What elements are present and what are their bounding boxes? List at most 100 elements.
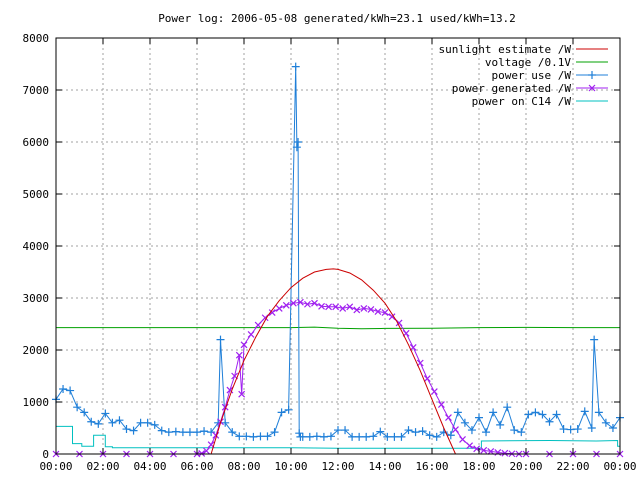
data-point (207, 428, 216, 437)
x-tick-label: 16:00 (415, 460, 448, 473)
data-point (503, 403, 512, 412)
data-point (334, 426, 342, 435)
legend-marker (588, 84, 596, 92)
data-point (480, 446, 488, 454)
data-point (524, 410, 533, 419)
data-point (341, 426, 350, 435)
data-point (319, 432, 328, 441)
data-point (277, 408, 286, 417)
data-point (228, 428, 237, 437)
data-point (517, 428, 526, 437)
x-tick-label: 02:00 (86, 460, 119, 473)
data-point (496, 420, 505, 429)
legend-label: power on C14 /W (472, 95, 572, 108)
data-point (157, 426, 166, 435)
data-point (418, 427, 427, 436)
y-tick-label: 6000 (23, 136, 50, 149)
data-point (432, 432, 441, 441)
series-1 (56, 326, 620, 330)
data-point (531, 408, 540, 417)
data-point (150, 420, 159, 429)
data-point (538, 410, 547, 419)
data-point (437, 401, 445, 409)
data-point (545, 417, 554, 426)
data-point (249, 432, 258, 441)
data-point (459, 436, 466, 443)
data-point (439, 428, 448, 437)
data-point (404, 426, 413, 435)
data-point (185, 428, 194, 437)
axes: 0 1000 2000 3000 4000 5000 6000 7000 8000 00:00 02… (23, 32, 637, 473)
data-point (202, 447, 210, 455)
data-point (289, 299, 297, 307)
data-point (312, 432, 321, 441)
data-point (346, 303, 354, 311)
data-point (294, 138, 303, 146)
y-tick-label: 2000 (23, 344, 50, 357)
data-point (101, 409, 110, 418)
data-point (295, 429, 304, 438)
data-point (108, 418, 117, 427)
data-point (226, 386, 234, 394)
data-point (216, 335, 225, 344)
data-point (430, 388, 438, 396)
x-tick-label: 06:00 (180, 460, 213, 473)
data-point (292, 143, 301, 152)
data-point (284, 405, 293, 414)
data-point (200, 427, 209, 436)
data-point (362, 432, 371, 441)
x-tick-label: 18:00 (462, 460, 495, 473)
data-point (247, 330, 255, 338)
data-point (369, 432, 378, 441)
data-point (374, 308, 382, 315)
grid (56, 38, 620, 454)
data-point (580, 407, 589, 416)
data-point (164, 428, 173, 437)
data-point (193, 428, 201, 437)
data-point (446, 431, 455, 440)
x-tick-label: 00:00 (39, 460, 72, 473)
data-point (381, 309, 389, 316)
legend-label: voltage /0.1V (485, 56, 571, 69)
data-point (311, 299, 318, 307)
data-point (573, 425, 582, 434)
data-point (221, 418, 230, 427)
x-tick-label: 20:00 (509, 460, 542, 473)
data-point (254, 321, 262, 329)
data-point (489, 408, 498, 417)
y-tick-label: 7000 (23, 84, 50, 97)
data-point (296, 298, 304, 306)
data-point (360, 304, 368, 312)
data-point (115, 416, 124, 425)
data-point (594, 408, 603, 417)
data-point (326, 432, 335, 441)
x-tick-label: 12:00 (321, 460, 354, 473)
legend-marker (588, 71, 596, 79)
x-tick-label: 04:00 (133, 460, 166, 473)
data-point (475, 413, 483, 422)
data-point (270, 428, 279, 437)
data-point (235, 351, 243, 359)
data-point (566, 425, 575, 434)
data-point (467, 426, 476, 435)
data-point (256, 432, 265, 441)
data-point (73, 403, 82, 412)
data-point (397, 432, 406, 441)
y-tick-label: 4000 (23, 240, 50, 253)
data-point (87, 417, 96, 426)
legend-label: power generated /W (452, 82, 572, 95)
data-point (487, 447, 495, 455)
data-point (390, 432, 399, 441)
data-point (339, 304, 347, 312)
series-line (56, 425, 620, 449)
data-point (268, 309, 276, 316)
data-point (348, 432, 357, 441)
x-tick-label: 10:00 (274, 460, 307, 473)
series-line (56, 326, 620, 330)
x-tick-label: 22:00 (556, 460, 589, 473)
data-point (136, 418, 145, 427)
series-line (55, 66, 621, 438)
series-layer (52, 62, 624, 458)
x-tick-label: 14:00 (368, 460, 401, 473)
